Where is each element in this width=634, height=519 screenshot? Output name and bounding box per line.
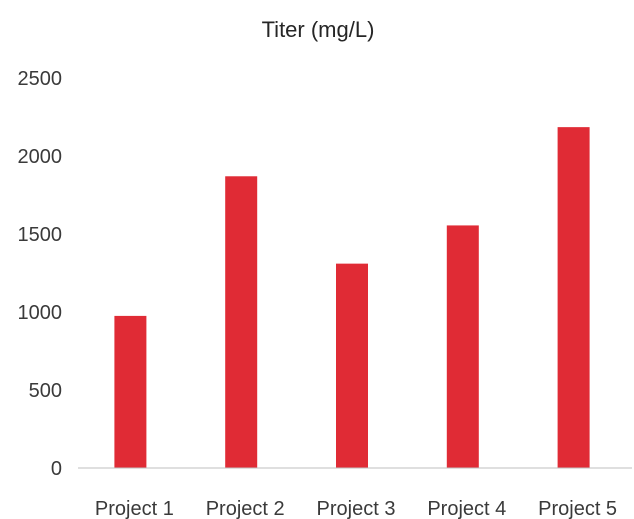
y-tick-label: 1500 [18, 224, 63, 246]
bar [446, 225, 479, 468]
x-axis-labels: Project 1 Project 2 Project 3 Project 4 Proj… [95, 498, 617, 519]
y-tick-label: 500 [29, 380, 62, 402]
y-tick-label: 2000 [18, 146, 63, 168]
x-category-label: Project 3 [317, 498, 396, 519]
y-tick-label: 1000 [18, 302, 63, 324]
x-category-label: Project 1 [95, 498, 174, 519]
bar [336, 263, 368, 468]
y-tick-label: 0 [51, 458, 62, 480]
y-tick-label: 2500 [18, 68, 63, 90]
x-category-label: Project 4 [427, 498, 506, 519]
x-category-label: Project 2 [206, 498, 285, 519]
y-axis-ticks: 0 500 1000 1500 2000 2500 [18, 68, 63, 480]
chart-title: Titer (mg/L) [262, 17, 375, 42]
bar-series [114, 127, 590, 468]
bar [114, 315, 147, 468]
bar [225, 176, 258, 468]
x-category-label: Project 5 [538, 498, 617, 519]
bar [557, 127, 590, 468]
